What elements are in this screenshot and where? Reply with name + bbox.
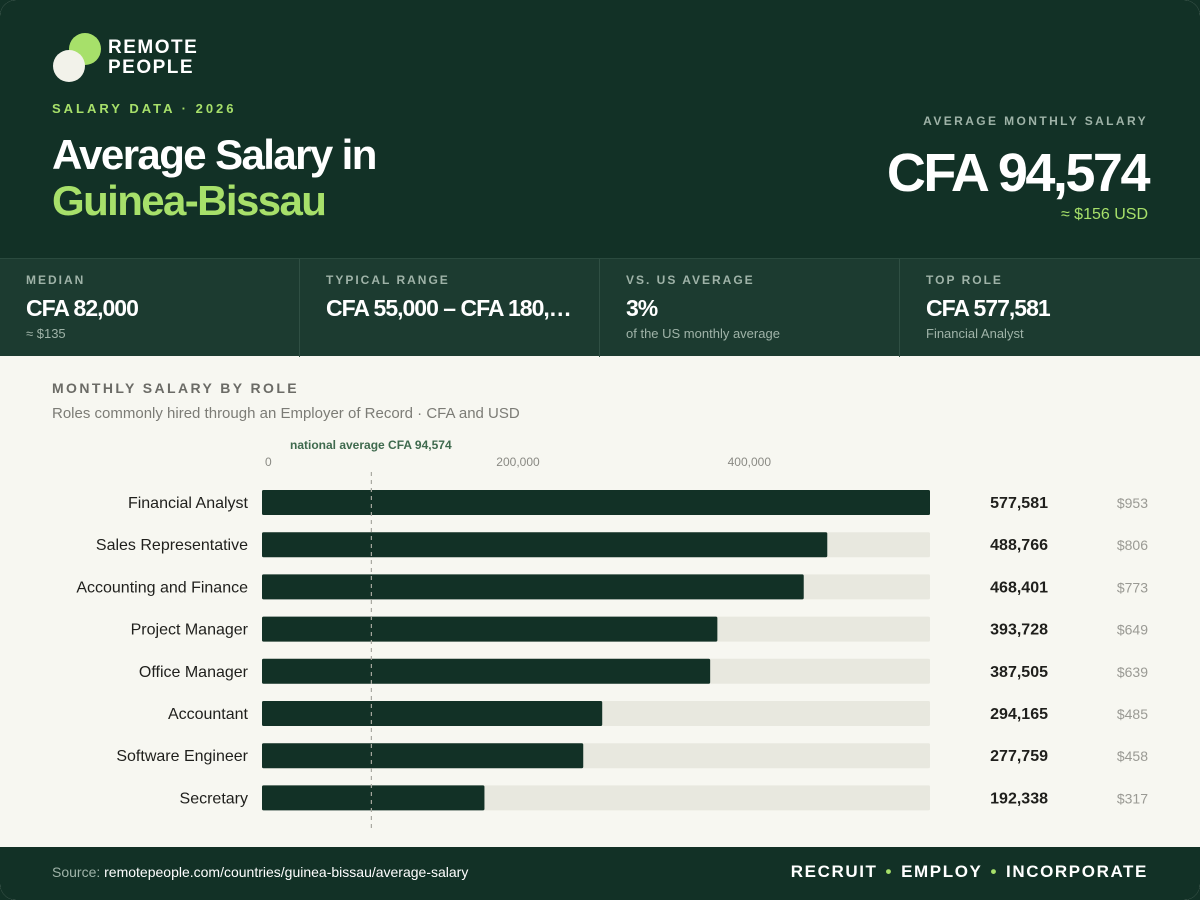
- stat-sub: of the US monthly average: [626, 326, 780, 341]
- stats-bar: MEDIAN CFA 82,000 ≈ $135 TYPICAL RANGE C…: [0, 258, 1200, 357]
- eyebrow-label: SALARY DATA · 2026: [52, 101, 237, 116]
- bar-value-label: 387,505: [990, 664, 1048, 681]
- bar-usd-label: $639: [1117, 664, 1148, 680]
- bar-usd-label: $773: [1117, 579, 1148, 595]
- source-note: Source: remotepeople.com/countries/guine…: [52, 864, 468, 880]
- page-title: Average Salary in Guinea-Bissau: [52, 131, 377, 224]
- title-line-1: Average Salary in: [52, 131, 377, 178]
- salary-bar-chart: 0 200,000 400,000 Financial Analyst 577,581 $…: [76, 438, 1148, 828]
- brand-name: REMOTE PEOPLE: [108, 38, 198, 78]
- brand-line-1: REMOTE: [108, 37, 199, 58]
- stat-top-role: TOP ROLE CFA 577,581 Financial Analyst: [900, 259, 1200, 357]
- logo-circles-icon: [53, 33, 101, 82]
- bar-category-label: Secretary: [180, 790, 248, 807]
- bar-value-label: 192,338: [990, 790, 1048, 807]
- x-tick-label: 400,000: [728, 455, 772, 469]
- bar: [262, 574, 804, 600]
- source-prefix: Source:: [52, 864, 101, 880]
- stat-label: TOP ROLE: [926, 273, 1003, 287]
- tagline-dot: •: [990, 862, 999, 881]
- bar-usd-label: $458: [1117, 748, 1148, 764]
- bar-category-label: Project Manager: [131, 622, 249, 639]
- bar-category-label: Software Engineer: [116, 748, 248, 765]
- bar: [262, 658, 711, 684]
- bar-value-label: 277,759: [990, 748, 1048, 765]
- bar: [262, 490, 930, 515]
- bar-value-label: 294,165: [990, 706, 1048, 723]
- bar: [262, 701, 603, 726]
- bar-usd-label: $317: [1117, 790, 1148, 806]
- stat-value: 3%: [626, 295, 658, 321]
- chart-header: MONTHLY SALARY BY ROLE Roles commonly hi…: [52, 380, 520, 422]
- hero-label: AVERAGE MONTHLY SALARY: [923, 114, 1148, 128]
- bar-value-label: 577,581: [990, 495, 1048, 512]
- national-average-label: national average CFA 94,574: [290, 438, 452, 452]
- tagline-recruit: RECRUIT: [790, 862, 878, 881]
- bar-value-label: 488,766: [990, 537, 1048, 554]
- bar: [262, 532, 828, 558]
- bar-value-label: 393,728: [990, 622, 1048, 639]
- stat-value: CFA 82,000: [26, 295, 139, 321]
- stat-median: MEDIAN CFA 82,000 ≈ $135: [0, 259, 300, 357]
- stat-sub: Financial Analyst: [926, 326, 1024, 341]
- brand-logo[interactable]: REMOTE PEOPLE: [52, 32, 232, 84]
- bar-category-label: Accounting and Finance: [76, 579, 248, 596]
- stat-sub: ≈ $135: [26, 326, 66, 341]
- hero-usd: ≈ $156 USD: [1060, 206, 1148, 223]
- tagline: RECRUIT • EMPLOY • INCORPORATE: [791, 862, 1148, 882]
- bar-category-label: Office Manager: [139, 664, 249, 681]
- stat-value: CFA 55,000 – CFA 180,000: [326, 295, 573, 321]
- stat-label: MEDIAN: [26, 273, 86, 287]
- footer: Source: remotepeople.com/countries/guine…: [0, 847, 1200, 900]
- tagline-employ: EMPLOY: [901, 862, 983, 881]
- header: REMOTE PEOPLE SALARY DATA · 2026 Average…: [0, 0, 1200, 258]
- hero-value: CFA 94,574: [886, 143, 1151, 203]
- tagline-dot: •: [885, 862, 894, 881]
- bar-category-label: Accountant: [168, 706, 249, 723]
- bar-value-label: 468,401: [990, 579, 1048, 596]
- brand-line-2: PEOPLE: [108, 57, 195, 78]
- x-tick-label: 200,000: [496, 455, 540, 469]
- bar: [262, 616, 718, 642]
- bar-usd-label: $806: [1117, 537, 1148, 553]
- x-tick-label: 0: [265, 455, 272, 469]
- bar: [262, 785, 485, 811]
- title-country: Guinea-Bissau: [52, 177, 327, 224]
- stat-label: VS. US AVERAGE: [626, 273, 755, 287]
- bar-usd-label: $649: [1117, 622, 1148, 638]
- bar-usd-label: $953: [1117, 495, 1148, 511]
- stat-vs-us-average: VS. US AVERAGE 3% of the US monthly aver…: [600, 259, 900, 357]
- chart-title: MONTHLY SALARY BY ROLE: [52, 380, 300, 396]
- stat-label: TYPICAL RANGE: [326, 273, 450, 287]
- bar-category-label: Financial Analyst: [128, 495, 249, 512]
- chart-subtitle: Roles commonly hired through an Employer…: [52, 405, 520, 422]
- bar: [262, 743, 584, 769]
- stat-value: CFA 577,581: [926, 295, 1051, 321]
- bar-category-label: Sales Representative: [96, 537, 248, 554]
- bar-usd-label: $485: [1117, 706, 1148, 722]
- source-link[interactable]: remotepeople.com/countries/guinea-bissau…: [104, 864, 469, 880]
- tagline-incorporate: INCORPORATE: [1006, 862, 1148, 881]
- hero-average: AVERAGE MONTHLY SALARY CFA 94,574 ≈ $156…: [886, 114, 1151, 224]
- stat-typical-range: TYPICAL RANGE CFA 55,000 – CFA 180,000: [300, 259, 600, 357]
